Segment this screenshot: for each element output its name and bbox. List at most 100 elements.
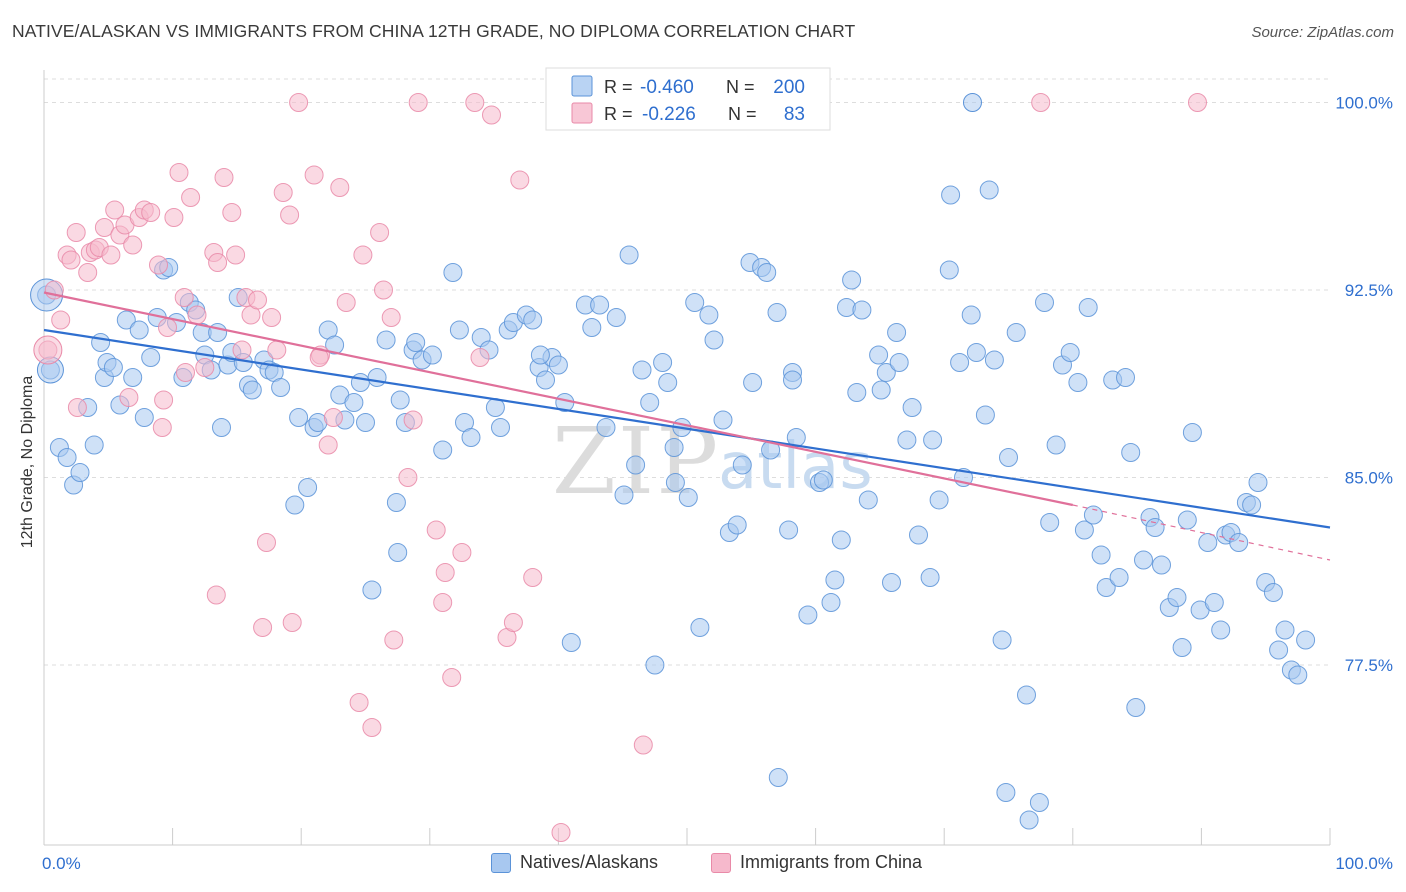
legend-r-label-pink: R =	[604, 104, 633, 124]
native-point-98	[690, 618, 710, 637]
native-point-8	[91, 333, 111, 352]
y-tick-label-0: 100.0%	[1335, 94, 1393, 113]
native-point-138	[950, 353, 970, 372]
china-point-33	[222, 203, 242, 222]
china-point-46	[304, 165, 324, 185]
china-point-45	[289, 93, 309, 112]
china-point-22	[154, 390, 174, 410]
native-point-179	[1211, 620, 1231, 640]
native-point-85	[606, 308, 626, 327]
native-point-187	[1263, 583, 1283, 602]
china-point-75	[1188, 93, 1207, 112]
china-point-76	[353, 245, 373, 265]
legend-r-value-blue: -0.460	[640, 77, 694, 98]
native-point-140	[961, 305, 981, 325]
china-point-4	[61, 250, 81, 270]
legend-swatch-pink	[571, 102, 593, 124]
china-point-52	[349, 693, 369, 712]
native-point-50	[350, 373, 370, 392]
china-point-2	[51, 310, 71, 330]
native-point-188	[1269, 640, 1289, 660]
series-immigrants-from-china	[33, 93, 1207, 842]
native-point-150	[1029, 793, 1049, 812]
native-point-130	[897, 430, 917, 450]
china-point-81	[176, 363, 195, 382]
native-point-11	[103, 358, 123, 377]
native-point-80	[561, 633, 581, 652]
china-point-59	[403, 410, 423, 430]
china-point-53	[362, 718, 382, 737]
china-point-56	[381, 308, 401, 327]
china-point-61	[426, 520, 446, 540]
china-point-62	[435, 563, 455, 582]
native-point-127	[876, 363, 896, 382]
china-point-64	[452, 543, 472, 562]
native-point-40	[285, 495, 305, 515]
china-point-29	[195, 358, 215, 377]
china-point-54	[370, 223, 390, 242]
native-point-155	[1060, 343, 1080, 362]
native-point-41	[289, 408, 309, 427]
legend-bottom-swatch-blue	[491, 853, 511, 873]
native-point-76	[536, 370, 555, 390]
native-point-129	[889, 353, 909, 372]
china-point-13	[105, 200, 125, 220]
native-point-195	[783, 370, 802, 390]
native-point-100	[704, 330, 724, 350]
china-point-5	[66, 223, 86, 242]
native-point-163	[1109, 568, 1129, 587]
native-point-167	[1134, 550, 1153, 570]
axes	[43, 70, 1331, 846]
china-point-58	[398, 468, 418, 487]
legend-r-value-pink: -0.226	[642, 104, 696, 125]
native-point-199	[887, 323, 907, 342]
native-point-116	[813, 470, 833, 490]
native-point-126	[871, 380, 891, 400]
china-point-7	[78, 263, 98, 282]
china-point-20	[141, 203, 161, 222]
china-point-69	[503, 613, 523, 632]
x-tick-label-0: 0.0%	[42, 854, 81, 873]
legend-r-label-blue: R =	[604, 77, 633, 97]
china-point-24	[164, 208, 184, 227]
china-point-60	[408, 93, 428, 112]
native-point-149	[1019, 810, 1039, 830]
legend-swatch-blue	[571, 75, 593, 97]
native-point-157	[1074, 520, 1094, 540]
native-point-3	[57, 448, 77, 467]
native-point-153	[1046, 435, 1066, 455]
native-point-185	[1248, 473, 1268, 492]
native-point-49	[344, 393, 364, 412]
native-point-196	[530, 345, 550, 365]
china-point-67	[482, 105, 501, 125]
china-point-49	[323, 408, 343, 427]
native-point-51	[356, 413, 375, 432]
china-point-72	[551, 823, 571, 842]
native-point-136	[939, 260, 959, 280]
native-point-132	[909, 525, 928, 545]
china-point-6	[67, 398, 87, 417]
native-point-152	[1040, 513, 1060, 532]
native-point-78	[548, 355, 568, 375]
native-point-35	[242, 380, 262, 400]
native-point-86	[614, 485, 634, 505]
native-point-123	[852, 300, 872, 320]
native-point-54	[376, 330, 396, 350]
native-point-52	[362, 580, 382, 600]
top-legend: R = -0.460 N = 200 R = -0.226 N = 83	[545, 67, 831, 131]
china-point-78	[253, 618, 273, 637]
native-point-147	[1006, 323, 1026, 342]
native-point-122	[847, 383, 867, 402]
china-point-12	[101, 245, 121, 265]
native-point-15	[129, 320, 149, 340]
native-point-118	[825, 570, 845, 590]
bottom-legend: Natives/Alaskans Immigrants from China	[0, 850, 1406, 880]
y-tick-labels: 100.0% 92.5% 85.0% 77.5%	[1335, 94, 1393, 676]
native-point-148	[1017, 685, 1036, 705]
source-label: Source: ZipAtlas.com	[1251, 24, 1394, 41]
native-point-161	[1096, 578, 1116, 597]
native-point-108	[757, 263, 777, 282]
trend-line-natives	[43, 328, 1331, 529]
legend-bottom-swatch-pink	[711, 853, 731, 873]
